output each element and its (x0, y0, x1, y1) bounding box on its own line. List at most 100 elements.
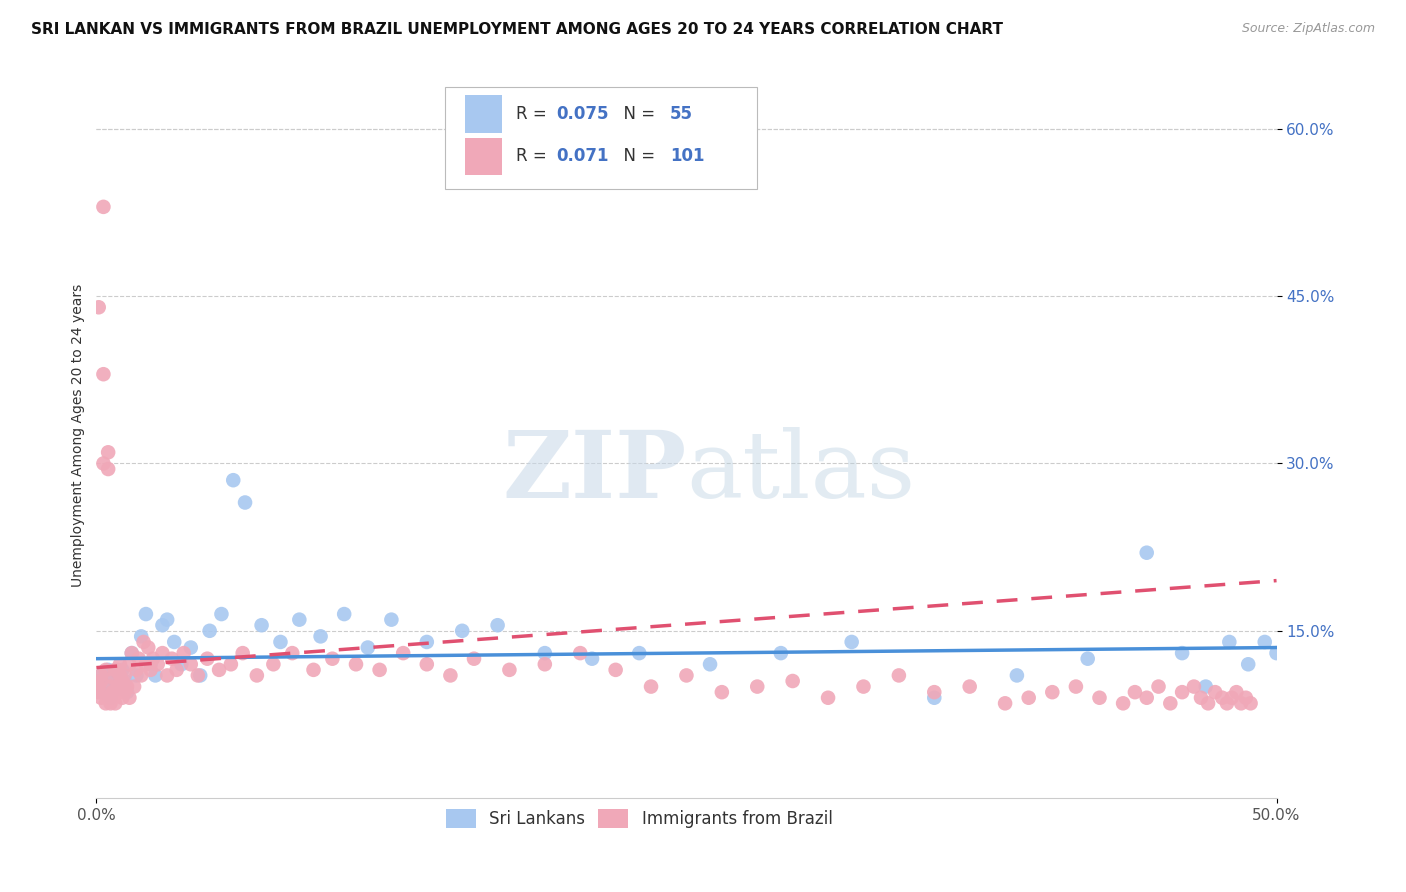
Text: R =: R = (516, 105, 553, 123)
Point (115, 685, 138, 699)
Text: SRI LANKAN VS IMMIGRANTS FROM BRAZIL UNEMPLOYMENT AMONG AGES 20 TO 24 YEARS CORR: SRI LANKAN VS IMMIGRANTS FROM BRAZIL UNE… (31, 22, 1002, 37)
Point (108, 681, 131, 696)
Text: N =: N = (613, 105, 661, 123)
Point (111, 663, 134, 677)
Point (1189, 690, 1212, 705)
Point (93, 457, 115, 471)
Point (97, 663, 120, 677)
Point (100, 680, 122, 694)
Point (1005, 668, 1028, 682)
Point (1159, 696, 1181, 710)
Text: 0.075: 0.075 (557, 105, 609, 123)
Point (104, 677, 127, 691)
Point (100, 696, 122, 710)
Point (1040, 685, 1063, 699)
Point (104, 663, 127, 677)
Bar (464, 95, 502, 133)
Point (309, 629, 332, 643)
Point (605, 663, 627, 677)
Point (97, 462, 120, 476)
Point (994, 696, 1017, 710)
Point (114, 673, 136, 688)
Point (187, 668, 209, 682)
Point (97, 690, 120, 705)
Point (747, 680, 769, 694)
Point (128, 651, 150, 665)
Point (581, 651, 603, 665)
Point (143, 668, 166, 682)
Point (1197, 696, 1219, 710)
Point (108, 668, 131, 682)
Text: ZIP: ZIP (502, 427, 686, 516)
Point (463, 651, 485, 665)
Text: R =: R = (516, 147, 553, 165)
Point (922, 685, 945, 699)
Legend: Sri Lankans, Immigrants from Brazil: Sri Lankans, Immigrants from Brazil (439, 802, 839, 835)
Point (416, 657, 439, 672)
FancyBboxPatch shape (444, 87, 758, 189)
Point (1211, 690, 1233, 705)
Point (368, 663, 391, 677)
Point (87, 300, 110, 314)
Point (852, 680, 875, 694)
Point (533, 646, 555, 660)
Point (108, 657, 131, 672)
Point (1195, 680, 1218, 694)
Point (250, 618, 273, 632)
Point (94, 673, 117, 688)
Point (94, 663, 117, 677)
Point (222, 473, 245, 487)
Point (111, 690, 134, 705)
Point (211, 607, 233, 621)
Point (380, 613, 402, 627)
Point (111, 673, 134, 688)
Point (118, 657, 141, 672)
Point (94, 696, 117, 710)
Point (166, 663, 188, 677)
Text: atlas: atlas (686, 427, 915, 516)
Point (1254, 635, 1277, 649)
Point (104, 696, 127, 710)
Point (107, 666, 129, 681)
Point (152, 646, 174, 660)
Point (93, 685, 115, 699)
Point (114, 668, 136, 682)
Point (1088, 690, 1111, 705)
Text: Source: ZipAtlas.com: Source: ZipAtlas.com (1241, 22, 1375, 36)
Point (139, 663, 162, 677)
Point (233, 495, 256, 509)
Point (152, 618, 174, 632)
Point (1136, 690, 1159, 705)
Point (90, 673, 112, 688)
Point (118, 690, 141, 705)
Point (129, 668, 152, 682)
Point (640, 680, 662, 694)
Point (139, 657, 162, 672)
Point (710, 685, 733, 699)
Point (125, 668, 148, 682)
Text: 0.071: 0.071 (557, 147, 609, 165)
Point (107, 663, 129, 677)
Point (156, 668, 179, 682)
Point (232, 646, 254, 660)
Point (208, 663, 231, 677)
Point (439, 668, 461, 682)
Point (1237, 657, 1260, 672)
Point (1216, 696, 1239, 710)
Point (321, 651, 343, 665)
Point (1220, 690, 1243, 705)
Point (1182, 680, 1205, 694)
Point (262, 657, 284, 672)
Point (198, 624, 221, 638)
Point (288, 613, 311, 627)
Point (1218, 635, 1240, 649)
Point (115, 680, 138, 694)
Point (97, 445, 120, 459)
Point (344, 657, 367, 672)
Point (90, 668, 112, 682)
Point (180, 657, 202, 672)
Point (107, 680, 129, 694)
Point (959, 680, 981, 694)
Point (1239, 696, 1261, 710)
Point (1171, 685, 1194, 699)
